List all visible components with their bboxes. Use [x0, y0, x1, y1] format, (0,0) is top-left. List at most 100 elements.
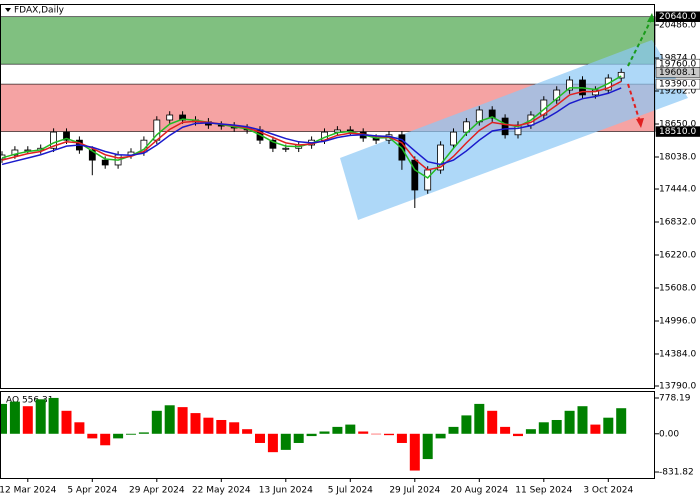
- ao-bar: [267, 433, 278, 453]
- ao-bar: [474, 403, 485, 434]
- ao-bar: [35, 399, 46, 434]
- ao-bar: [138, 432, 149, 434]
- moving-average: [1, 80, 622, 171]
- x-tick-label: 29 Jul 2024: [389, 486, 440, 496]
- ao-bar: [177, 407, 188, 434]
- candle-body: [11, 149, 19, 156]
- candle-body: [166, 114, 174, 121]
- candle-body: [501, 117, 509, 136]
- candle-body: [179, 114, 187, 121]
- candle-body: [462, 121, 470, 133]
- candle-body: [282, 147, 290, 150]
- candle-body: [101, 159, 109, 166]
- ao-bar: [126, 433, 136, 435]
- ao-bar: [409, 433, 420, 471]
- candle-body: [437, 144, 445, 171]
- x-tick-label: 5 Jul 2024: [328, 486, 373, 496]
- candle-body: [411, 159, 419, 191]
- x-tick-label: 22 May 2024: [192, 486, 251, 496]
- ao-bar: [435, 433, 446, 439]
- ao-bar: [87, 433, 98, 439]
- ao-bar: [422, 433, 433, 460]
- down-arrowhead: [636, 118, 644, 128]
- x-tick-label: 13 Jun 2024: [259, 486, 313, 496]
- x-tick-label: 29 Apr 2024: [129, 486, 185, 496]
- y-tick-label: 0.00: [659, 429, 679, 439]
- up-arrowhead: [647, 13, 655, 22]
- ao-bar: [74, 422, 85, 434]
- y-tick-label: 16220.0: [659, 251, 696, 261]
- ao-bar: [345, 424, 356, 434]
- moving-average: [1, 87, 622, 166]
- x-tick-label: 11 Sep 2024: [515, 486, 572, 496]
- ao-bar: [590, 424, 601, 434]
- price-level-label: 19760.0: [659, 60, 696, 70]
- y-tick-label: 14384.0: [659, 349, 696, 359]
- ao-bar: [319, 431, 330, 434]
- ao-frame: [0, 391, 655, 479]
- x-tick-label: 3 Oct 2024: [583, 486, 633, 496]
- ao-bar: [371, 433, 382, 435]
- ao-bar: [616, 408, 627, 434]
- price-level-box: [655, 11, 700, 22]
- up-arrow: [627, 17, 653, 67]
- ao-bar: [203, 417, 214, 434]
- x-tick-label: 5 Apr 2024: [67, 486, 117, 496]
- ao-bar: [48, 397, 59, 434]
- candle-body: [424, 169, 432, 191]
- y-tick-label: 13790.0: [659, 382, 696, 392]
- ao-bar: [22, 406, 33, 434]
- y-tick-label: 19874.0: [659, 54, 696, 64]
- price-level-label: 20640.0: [659, 12, 696, 22]
- ao-bar: [332, 426, 343, 434]
- ao-bar: [61, 410, 72, 434]
- ao-bar: [242, 429, 253, 434]
- candle-body: [63, 131, 70, 141]
- candle-body: [88, 149, 96, 161]
- ao-bar: [100, 433, 111, 446]
- ao-bar: [500, 426, 511, 434]
- ao-bar: [448, 426, 459, 434]
- price-level-box: [655, 67, 700, 78]
- ao-bar: [396, 433, 407, 443]
- candle-body: [553, 89, 561, 101]
- ao-bar: [513, 433, 523, 437]
- ao-bar: [564, 410, 575, 434]
- ao-bar: [293, 433, 304, 443]
- main-frame: [0, 4, 655, 389]
- y-tick-label: 14996.0: [659, 316, 696, 326]
- candle-body: [269, 139, 277, 149]
- x-tick-label: 12 Mar 2024: [0, 486, 57, 496]
- ao-bar: [229, 422, 240, 434]
- ao-bar: [164, 405, 175, 434]
- ao-bar: [577, 406, 588, 434]
- ao-bar: [9, 401, 20, 434]
- ao-bar: [113, 433, 124, 439]
- ao-bar: [306, 433, 317, 437]
- ao-bar: [538, 422, 549, 434]
- y-tick-label: 18038.0: [659, 152, 696, 162]
- ao-bar: [151, 410, 162, 434]
- ao-bar: [461, 415, 472, 434]
- y-tick-label: 16832.0: [659, 218, 696, 228]
- price-level-box: [655, 126, 700, 137]
- y-tick-label: 20486.0: [659, 21, 696, 31]
- y-tick-label: -831.82: [659, 468, 694, 478]
- ao-bar: [487, 410, 498, 434]
- ao-bar: [0, 403, 7, 434]
- price-level-label: 19608.1: [659, 68, 696, 78]
- ao-bar: [358, 431, 369, 434]
- ao-bar: [525, 429, 536, 434]
- ao-bar: [603, 417, 614, 434]
- candle-body: [566, 79, 573, 91]
- ao-bar: [190, 413, 201, 434]
- y-tick-label: 15608.0: [659, 283, 696, 293]
- y-tick-label: 778.19: [659, 394, 691, 404]
- zone: [0, 16, 656, 65]
- ao-title: AO 556.31: [6, 396, 53, 406]
- ao-bar: [216, 419, 227, 434]
- menu-triangle: [5, 8, 11, 12]
- candle-body: [450, 131, 457, 146]
